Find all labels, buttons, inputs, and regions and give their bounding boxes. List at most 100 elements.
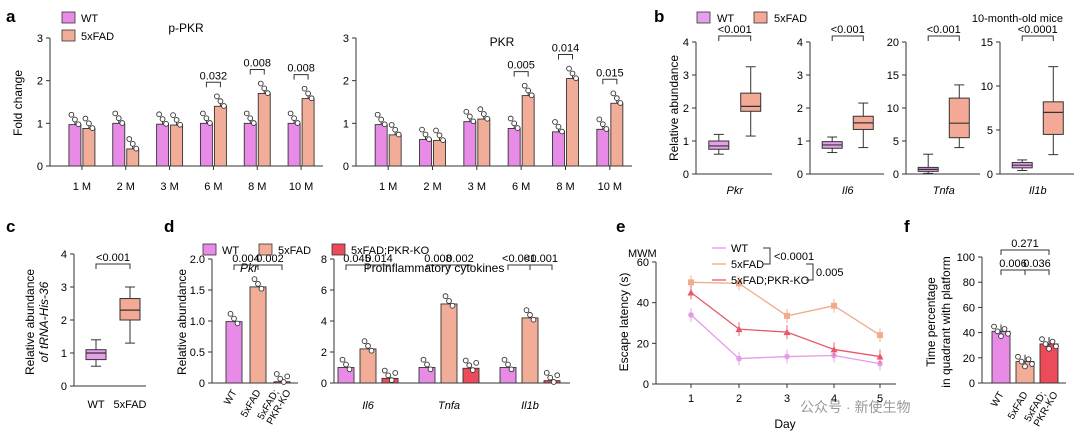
a-ppkr-bar-wt [112,122,126,167]
c-fad-box [119,298,141,321]
a-pkr-data-point [477,106,484,112]
d-cyt-data-point [381,367,388,374]
a-pkr-data-point [566,65,572,72]
y-axis-label-c-1: Relative abundance [23,269,37,375]
d-cyt-sig-bracket [367,264,391,270]
b-tnfa-fad-box [948,97,970,139]
c-wt-box [85,349,107,361]
d-cyt-data-point [446,298,452,304]
f-data-point [994,328,1001,335]
a-pkr-p-value: 0.014 [552,43,580,55]
f-sig-bracket [1000,269,1026,275]
a-pkr-data-point [610,90,617,97]
a-pkr-data-point [463,108,470,115]
a-pkr-bar-wt [374,124,388,167]
c-sig-bracket [95,263,131,269]
legend-label-wt-b: WT [717,13,734,25]
c-y-tick-label: 0 [61,381,67,393]
a-pkr-bar-fad [566,78,579,167]
panel-label-d: d [164,217,174,236]
a-ppkr-data-point [89,125,96,131]
f-sig-bracket [1000,249,1050,255]
d-pkr-bar [249,286,267,384]
b-pkr-fad-box [740,92,762,112]
legend-label-wt-a: WT [81,13,98,25]
d-pkr-y-tick-label: 0 [199,378,205,390]
d-cyt-p-value: 0.008 [424,253,452,265]
d-cyt-data-point [469,367,476,373]
a-pkr-bar-wt [419,139,432,167]
b-pkr-y-tick-label: 4 [683,37,689,49]
legend-swatch-fad-b [753,11,768,24]
a-pkr-bar-fad [433,139,446,167]
y-axis-label-fold-change: Fold change [11,70,25,136]
a-pkr-data-point [603,126,610,132]
b-il1b-sig-bracket [1021,35,1054,41]
a-pkr-sig-bracket [513,71,529,77]
a-pkr-p-value: 0.005 [507,60,535,72]
d-cyt-p-value: 0.014 [365,253,393,265]
a-pkr-category-label: 3 M [468,181,486,193]
a-pkr-data-point [617,100,624,106]
d-cyt-y-tick-label: 2 [321,347,327,359]
a-ppkr-sig-bracket [205,81,221,88]
f-data-point [991,323,997,330]
a-ppkr-data-point [115,115,122,122]
e-point [735,325,743,333]
a-ppkr-data-point [86,120,92,127]
y-axis-label-c-2: of tRNA-His-36 [37,281,51,362]
b-tnfa-sig-bracket [927,35,960,41]
d-pkr-data-point [284,373,291,380]
a-ppkr-bar-fad [301,98,315,167]
a-pkr-data-point [511,120,518,127]
a-ppkr-bar-wt [199,122,213,167]
a-pkr-data-point [573,75,579,82]
d-cyt-data-point [508,366,515,373]
b-tnfa-gene-label: Tnfa [933,185,955,197]
a-pkr-data-point [426,136,432,143]
a-pkr-sig-bracket [602,78,618,85]
a-ppkr-data-point [156,111,162,118]
f-y-tick-label: 100 [957,252,975,264]
e-series-line-1 [690,281,881,336]
b-il1b-p-value: <0.0001 [1018,24,1058,36]
d-cyt-data-point [385,372,392,379]
d-cyt-data-point [365,343,371,349]
e-point [876,353,884,360]
a-pkr-data-point [395,131,402,138]
a-pkr-data-point [599,121,606,128]
a-pkr-bar-fad [477,118,491,167]
chart-title-pkr: PKR [490,35,515,49]
d-cyt-data-point [427,366,434,373]
d-cyt-data-point [346,366,353,373]
a-ppkr-p-value: 0.008 [287,63,315,75]
a-ppkr-data-point [257,80,264,87]
a-pkr-y-tick-label: 1 [343,118,349,130]
d-cyt-y-tick-label: 8 [321,254,327,266]
b-pkr-y-tick-label: 1 [683,136,689,148]
legend-label-wt-d: WT [222,245,239,257]
chart-title-ppkr: p-PKR [168,21,204,35]
a-ppkr-data-point [129,140,136,147]
a-ppkr-data-point [305,90,311,97]
d-cyt-y-tick-label: 6 [321,285,327,297]
a-ppkr-bar-wt [68,124,82,167]
e-x-tick-label: 2 [736,393,742,405]
a-ppkr-data-point [170,112,176,118]
e-stat-value: <0.0001 [774,251,814,263]
a-ppkr-data-point [133,145,140,152]
d-cyt-p-value: 0.045 [343,253,371,265]
f-bar [991,330,1011,384]
a-ppkr-p-value: 0.032 [200,70,228,82]
b-pkr-gene-label: Pkr [727,185,745,197]
d-cyt-data-point [505,361,511,368]
f-data-point [1039,336,1045,342]
a-ppkr-bar-wt [287,122,301,167]
d-cyt-data-point [466,362,473,369]
a-ppkr-data-point [250,120,257,126]
e-y-tick-label: 40 [637,298,649,310]
d-cyt-data-point [550,379,557,385]
a-pkr-y-tick-label: 0 [343,161,349,173]
a-pkr-data-point [569,70,576,77]
e-stat-bracket [806,263,814,281]
